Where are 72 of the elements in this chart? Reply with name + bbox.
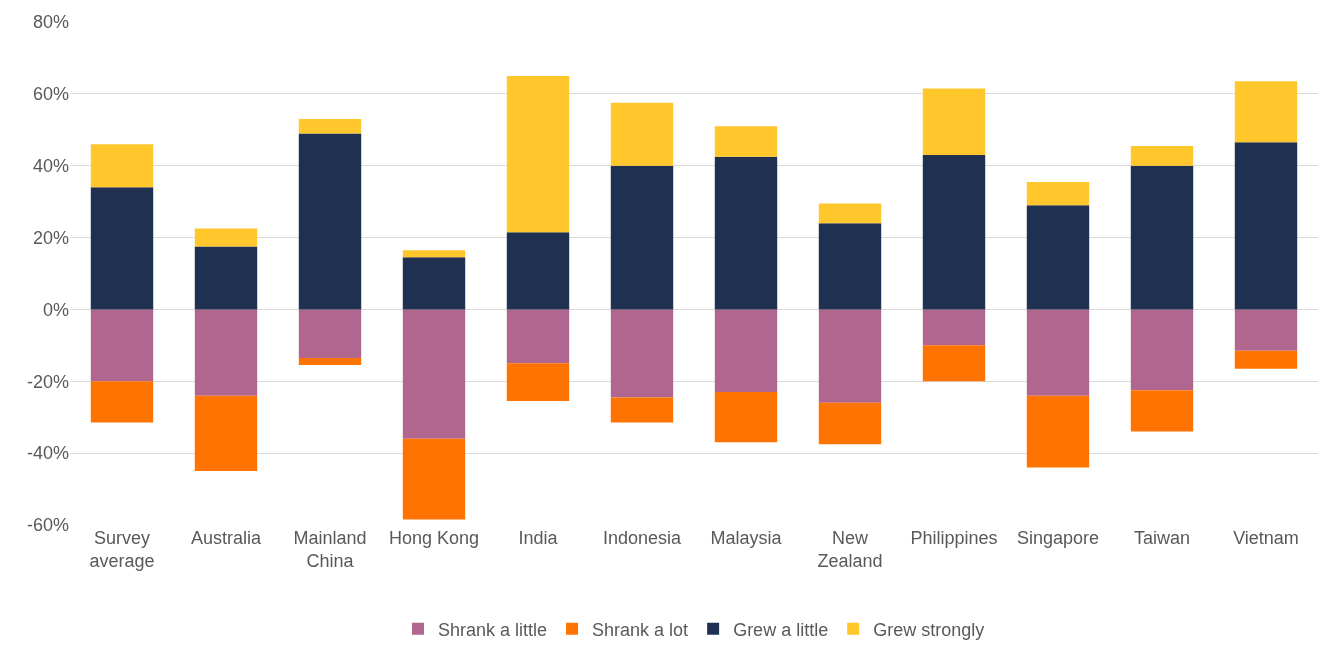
x-tick-label: Australia (190, 528, 262, 548)
bar (194, 246, 258, 310)
bar (1026, 309, 1090, 396)
legend-label: Grew a little (733, 619, 829, 640)
x-tick-label: Mainland China (293, 528, 367, 572)
x-tick-label: Indonesia (602, 528, 683, 548)
bar (610, 309, 674, 398)
bar (922, 154, 986, 310)
bar (610, 397, 674, 423)
legend-label: Shrank a little (438, 619, 548, 640)
y-tick-label: 40% (32, 156, 69, 177)
x-tick-label: New Zealand (817, 528, 883, 572)
bar (818, 309, 882, 403)
bar (922, 345, 986, 382)
legend-label: Shrank a lot (592, 619, 689, 640)
bar (298, 133, 362, 310)
y-tick-label: -40% (26, 443, 69, 464)
x-tick-label: Survey average (89, 528, 155, 572)
bar (1234, 81, 1298, 143)
y-tick-label: 0% (42, 299, 69, 320)
bar (1234, 350, 1298, 369)
bar (90, 309, 154, 382)
y-tick-label: 20% (32, 227, 69, 248)
y-tick-label: -20% (26, 371, 69, 392)
y-tick-label: 80% (32, 12, 69, 33)
y-tick-label: -60% (26, 515, 69, 536)
bar (1130, 145, 1194, 166)
bar (1026, 395, 1090, 468)
bar (194, 395, 258, 472)
bar (90, 187, 154, 310)
bar (1026, 181, 1090, 206)
x-tick-label: Hong Kong (388, 528, 480, 548)
bar (1234, 309, 1298, 351)
bar (298, 309, 362, 358)
bar (922, 88, 986, 155)
bar (506, 232, 570, 310)
bar (1026, 205, 1090, 310)
x-tick-label: Vietnam (1233, 528, 1299, 548)
legend-label: Grew strongly (873, 619, 985, 640)
bar (714, 392, 778, 443)
bar (402, 257, 466, 310)
y-tick-label: 60% (32, 84, 69, 105)
x-tick-label: Taiwan (1133, 528, 1191, 548)
bar (1234, 142, 1298, 310)
bar (194, 309, 258, 396)
bar (402, 438, 466, 520)
bar (506, 363, 570, 402)
x-tick-label: India (518, 528, 559, 548)
x-tick-label: Philippines (910, 528, 998, 548)
bar (714, 309, 778, 393)
x-tick-label: Malaysia (710, 528, 783, 548)
bar (714, 126, 778, 157)
bar (610, 102, 674, 166)
bar (90, 144, 154, 188)
bar (90, 381, 154, 423)
bar (818, 402, 882, 445)
bar (298, 357, 362, 366)
bar (610, 165, 674, 310)
bar (194, 228, 258, 247)
bar (818, 203, 882, 224)
bar (506, 75, 570, 233)
x-tick-label: Singapore (1016, 528, 1100, 548)
bar (506, 309, 570, 364)
bar (922, 309, 986, 346)
bar (1130, 390, 1194, 432)
bar (1130, 309, 1194, 391)
bar (298, 119, 362, 134)
bar (1130, 165, 1194, 310)
bar (402, 309, 466, 439)
bar (818, 223, 882, 310)
bar (402, 250, 466, 258)
bar (714, 156, 778, 310)
